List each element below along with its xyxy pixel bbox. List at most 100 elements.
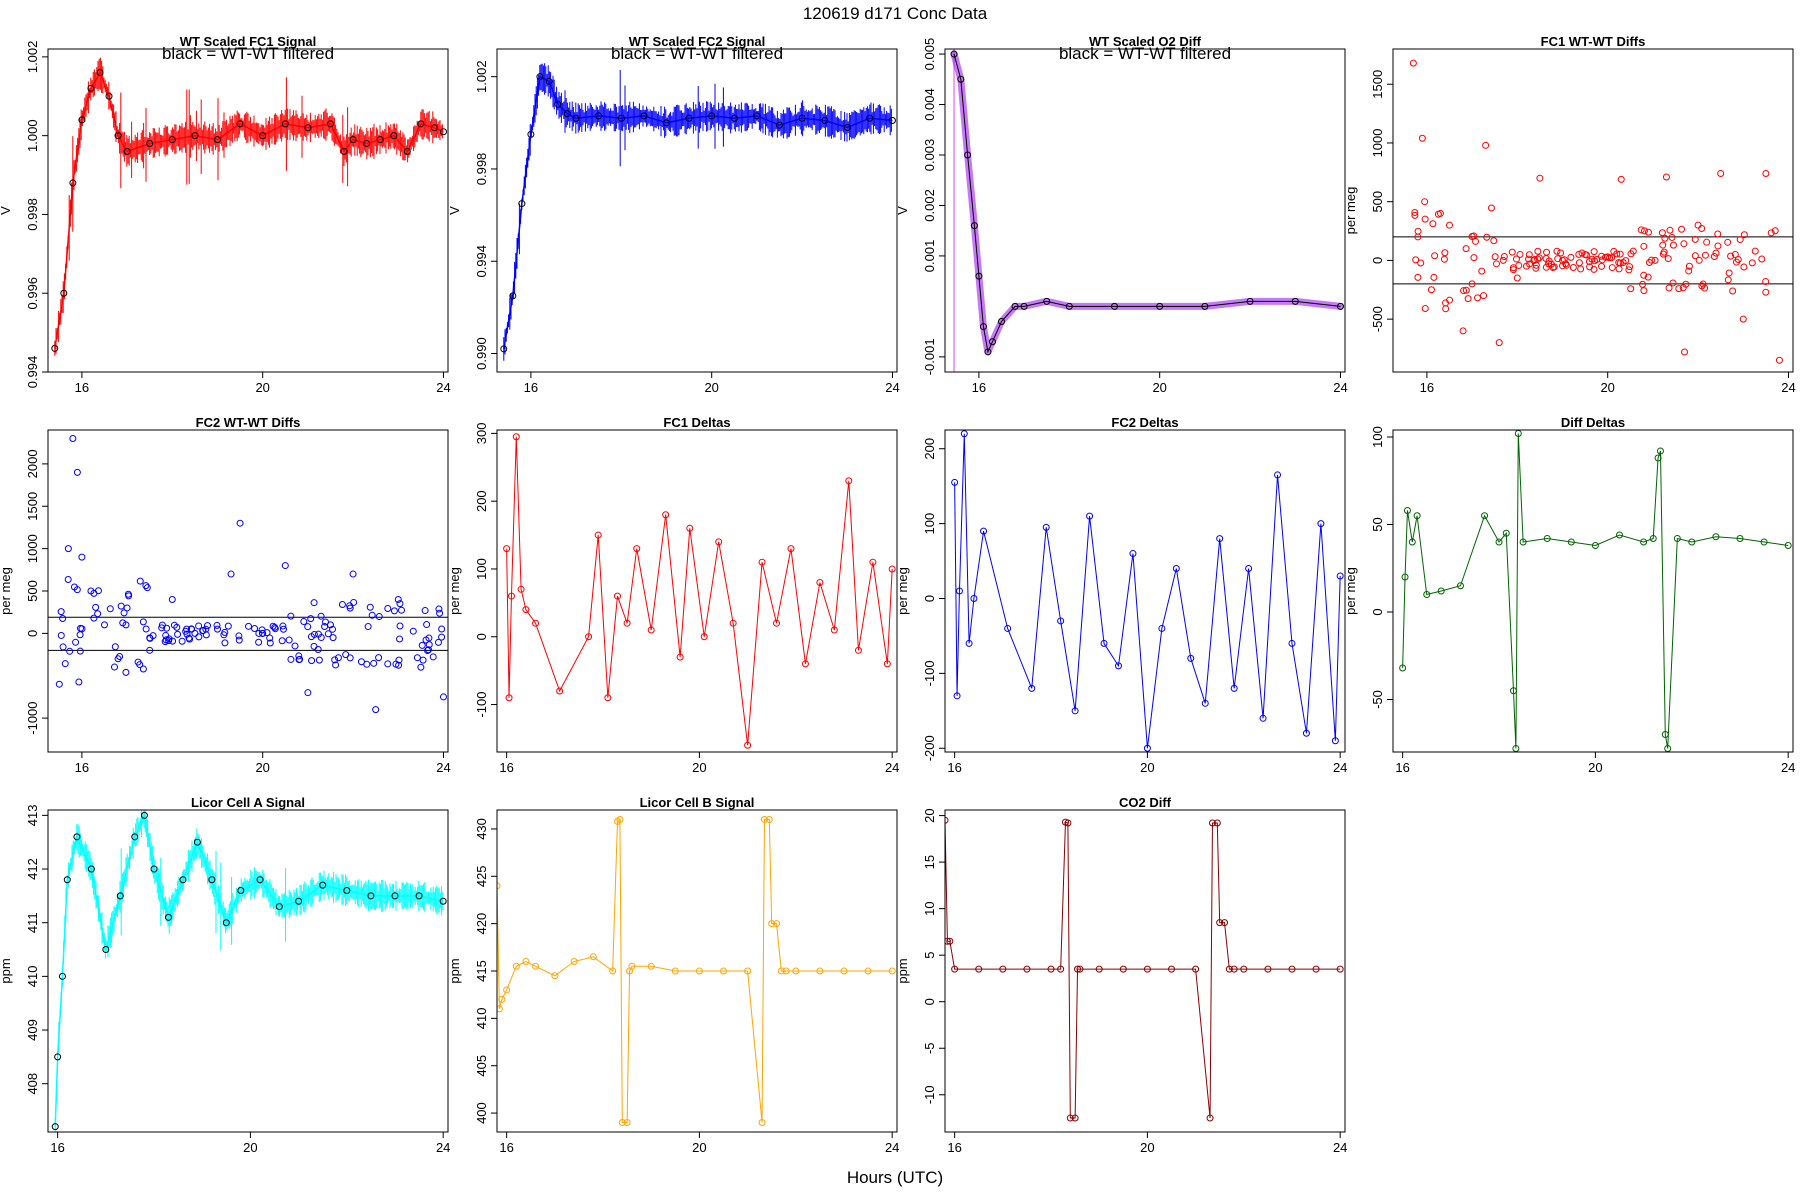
x-tick-label: 20 [243,1140,257,1155]
data-point [715,538,723,546]
data-point [1645,258,1653,266]
x-tick-label: 20 [692,1140,706,1155]
data-point [594,531,602,539]
y-tick-label: 10 [922,901,937,915]
series-line [945,820,1341,1119]
y-tick-label: 50 [1370,517,1385,531]
data-point [647,962,655,970]
y-tick-label: 1000 [25,534,40,563]
data-point [787,545,795,553]
data-point [1577,265,1585,273]
data-point [628,962,636,970]
panel-fc2-deltas: FC2 Deltas per meg 16 20 24 -200 -100 0 100 200 [895,415,1347,775]
y-tick-label: 20 [922,808,937,822]
data-point [782,967,790,975]
data-point [1434,210,1442,218]
plot-frame [1392,429,1794,753]
data-point [1640,287,1648,295]
data-point [888,117,896,125]
data-point [640,112,648,120]
plot-area [48,434,448,714]
data-point [1076,965,1084,973]
plot-frame [47,48,449,373]
data-point [1482,141,1490,149]
data-point [1156,302,1164,310]
data-point [346,604,354,612]
data-point [1549,264,1557,272]
series-line [54,812,444,1127]
x-tick-label: 16 [524,380,538,395]
data-point [1598,252,1606,260]
data-point [384,605,392,613]
data-point [346,654,354,662]
data-point [304,124,312,132]
data-point [235,636,243,644]
data-point [1442,305,1450,313]
data-point [372,706,380,714]
data-point [396,622,404,630]
y-tick-label: 0.998 [25,198,40,231]
data-point [114,132,122,140]
data-point [951,478,959,486]
data-point [1637,226,1645,234]
data-point [536,73,544,81]
y-tick-label: 0.994 [25,356,40,389]
data-point [1656,447,1664,455]
data-point [367,892,375,900]
data-point [1515,261,1523,269]
data-point [363,660,371,668]
data-point [142,625,150,633]
data-point [1095,965,1103,973]
series-band [54,810,444,1132]
data-point [1771,227,1779,235]
y-tick-label: 410 [474,1008,489,1030]
data-point [140,811,148,819]
data-point [94,610,102,618]
data-point [1172,565,1180,573]
data-point [1767,229,1775,237]
data-point [1658,229,1666,237]
data-point [191,132,199,140]
y-tick-label: 405 [474,1055,489,1077]
y-tick-label: 0.005 [922,38,937,71]
data-point [168,595,176,603]
data-point [1490,237,1498,245]
y-tick-label: 5 [922,952,937,959]
data-point [92,603,100,611]
y-tick-label: 408 [25,1073,40,1095]
series-line [506,436,893,746]
plot-area [503,433,896,749]
data-point [149,632,157,640]
data-point [1557,249,1565,257]
data-point [179,876,187,884]
data-point [500,345,508,353]
data-point [430,124,438,132]
x-tick-label: 20 [704,380,718,395]
data-point [1403,507,1411,514]
data-point [532,962,540,970]
data-point [237,887,245,894]
data-point [1758,255,1766,263]
panel-title: Licor Cell A Signal [191,795,305,810]
data-point [287,655,295,663]
data-point [1460,287,1468,295]
data-point [275,903,283,911]
y-tick-label: -50 [1370,690,1385,709]
data-point [1216,535,1224,543]
data-point [1509,687,1517,695]
data-point [321,618,329,626]
data-point [1336,572,1344,580]
data-point [1071,1114,1079,1122]
data-point [90,614,98,622]
data-point [51,344,59,352]
data-point [287,612,295,620]
data-point [1543,535,1551,542]
data-point [213,621,221,629]
x-tick-label: 16 [75,760,89,775]
y-tick-label: 0 [25,630,40,637]
y-tick-label: 415 [474,960,489,982]
data-point [1291,297,1299,305]
data-point [263,629,271,637]
data-point [66,647,74,655]
